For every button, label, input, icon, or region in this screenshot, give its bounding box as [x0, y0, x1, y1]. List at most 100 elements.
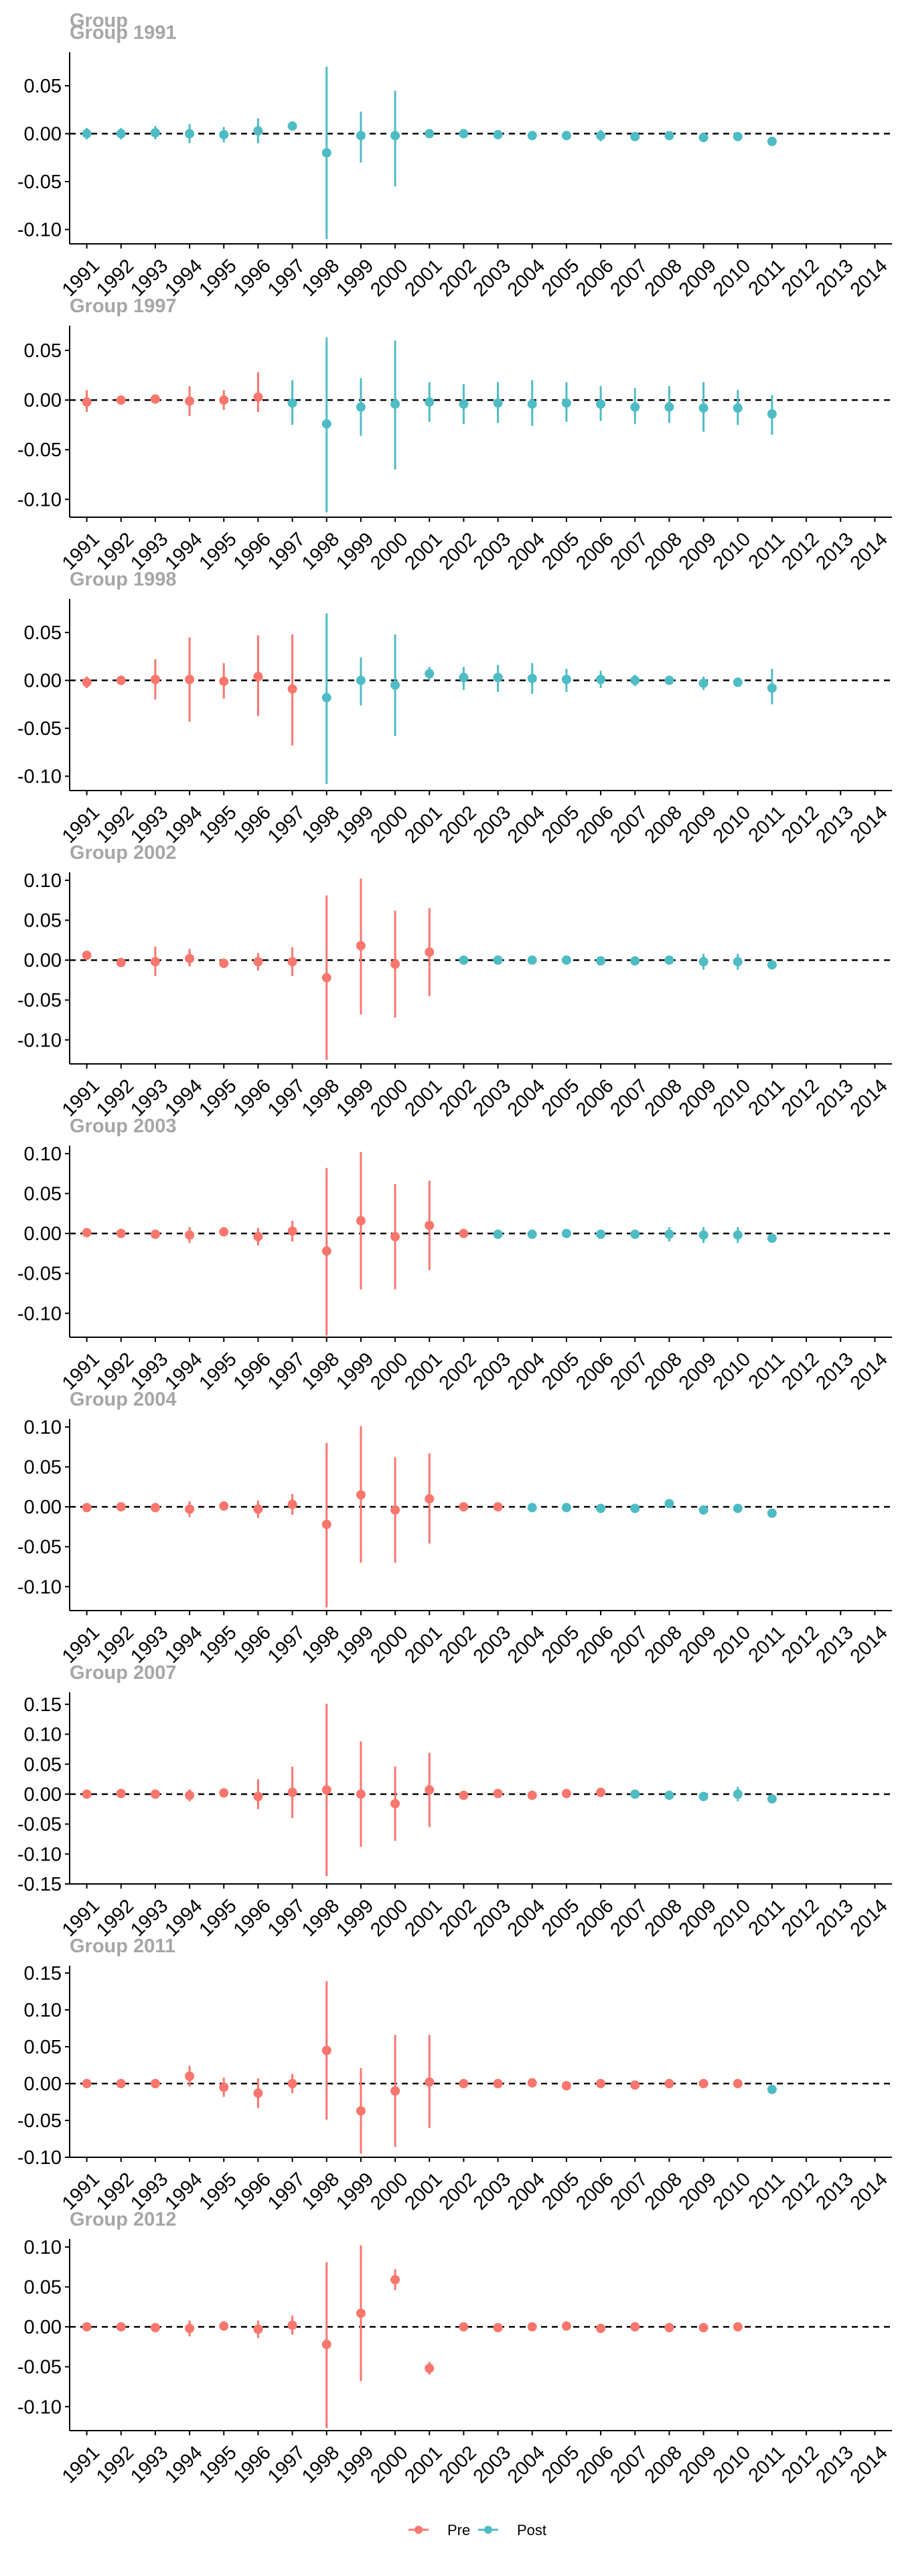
x-tick-label: 2007	[607, 1349, 652, 1394]
point-1991-pre	[82, 950, 92, 960]
panel-title: Group 2002	[70, 842, 177, 864]
point-2009-post	[698, 678, 708, 688]
x-tick-label: 2001	[401, 1895, 447, 1941]
point-1999-post	[356, 675, 366, 685]
x-tick-label: 2014	[846, 529, 892, 574]
x-tick-label: 2014	[846, 1075, 892, 1121]
x-tick-label: 2007	[607, 2442, 652, 2488]
x-tick-label: 2013	[812, 1075, 858, 1121]
x-tick-label: 1992	[92, 529, 138, 574]
y-tick-label: -0.05	[17, 718, 62, 740]
point-2010-post	[733, 957, 743, 967]
y-tick-label: 0.00	[24, 2317, 62, 2338]
y-tick-label: 0.00	[24, 124, 62, 145]
point-1997-pre	[287, 1226, 297, 1236]
point-1993-pre	[150, 2323, 160, 2333]
x-tick-label: 2011	[745, 1075, 790, 1120]
x-tick-label: 2011	[745, 2442, 790, 2487]
point-2010-post	[733, 1503, 743, 1513]
x-tick-label: 2013	[812, 2442, 858, 2488]
point-2010-pre	[733, 2322, 743, 2332]
point-2008-post	[664, 402, 674, 412]
point-2006-post	[596, 1503, 606, 1513]
x-tick-label: 1998	[298, 1895, 344, 1941]
x-tick-label: 1993	[127, 2169, 172, 2214]
x-tick-label: 2001	[401, 529, 447, 574]
x-tick-label: 1995	[196, 529, 241, 574]
x-tick-label: 2008	[641, 255, 686, 301]
x-tick-label: 1995	[196, 802, 241, 848]
point-1993-pre	[150, 675, 160, 685]
point-1998-pre	[321, 973, 331, 983]
point-1993-pre	[150, 2079, 160, 2088]
point-1993-pre	[150, 957, 160, 967]
point-2008-post	[664, 131, 674, 141]
x-tick-label: 2000	[366, 1895, 412, 1941]
point-2009-post	[698, 403, 708, 413]
x-tick-label: 1995	[196, 2169, 241, 2214]
x-tick-label: 1992	[92, 1075, 138, 1121]
point-2000-post	[390, 131, 400, 141]
x-tick-label: 2013	[812, 1622, 858, 1668]
x-tick-label: 1995	[196, 2442, 241, 2488]
point-2007-post	[630, 1229, 640, 1239]
y-tick-label: 0.05	[24, 2037, 62, 2058]
point-1999-pre	[356, 2308, 366, 2318]
y-tick-label: 0.05	[24, 1754, 62, 1775]
y-tick-label: 0.05	[24, 910, 62, 932]
point-1991-pre	[82, 677, 92, 687]
panel-title: Group 1998	[70, 569, 177, 590]
x-tick-label: 1999	[332, 1075, 378, 1121]
point-2007-post	[630, 402, 640, 412]
panel-group-1998: Group 1998 0.05 0.00 -0.05 -0.10 199119921993…	[17, 569, 892, 848]
x-tick-label: 2002	[435, 1075, 481, 1121]
x-tick-label: 2012	[777, 1622, 823, 1668]
point-1995-pre	[219, 1501, 229, 1511]
x-tick-label: 2012	[777, 1075, 823, 1121]
x-tick-label: 1991	[58, 1895, 104, 1941]
point-2007-post	[630, 956, 640, 966]
point-1994-pre	[185, 953, 195, 963]
point-1996-pre	[253, 1504, 263, 1514]
x-tick-label: 2010	[709, 1075, 755, 1121]
y-tick-label: -0.05	[17, 1264, 62, 1285]
point-2011-post	[767, 2084, 777, 2094]
x-tick-label: 2013	[812, 529, 858, 574]
point-1998-pre	[321, 1519, 331, 1530]
x-tick-label: 1995	[196, 255, 241, 301]
point-1996-pre	[253, 392, 263, 402]
point-1996-pre	[253, 671, 263, 681]
x-tick-label: 2009	[675, 2169, 721, 2214]
x-tick-label: 1996	[230, 529, 275, 574]
x-tick-label: 1993	[127, 802, 172, 848]
panel-group-2011: Group 2011 0.15 0.10 0.05 0.00 -0.05 -0.101991…	[17, 1936, 892, 2214]
x-tick-label: 1997	[264, 529, 309, 574]
point-2011-post	[767, 683, 777, 693]
x-tick-label: 2001	[401, 2442, 447, 2488]
y-tick-label: 0.15	[24, 1694, 62, 1716]
x-tick-label: 1991	[58, 802, 104, 848]
panel-group-2002: Group 2002 0.10 0.05 0.00 -0.05 -0.10 19911992…	[17, 842, 892, 1121]
panel-group-1991: Group 1991 0.05 0.00 -0.05 -0.10 199119921993…	[17, 22, 892, 301]
point-1997-pre	[287, 1787, 297, 1798]
point-2011-post	[767, 409, 777, 419]
x-tick-label: 2007	[607, 1622, 652, 1668]
point-2009-post	[698, 1230, 708, 1240]
point-2010-post	[733, 677, 743, 687]
x-tick-label: 2002	[435, 2442, 481, 2488]
point-2002-post	[459, 673, 469, 683]
x-tick-label: 2011	[745, 802, 790, 847]
panel-title: Group 2004	[70, 1389, 177, 1410]
x-tick-label: 1999	[332, 529, 378, 574]
x-tick-label: 2014	[846, 2442, 892, 2488]
panel-title: Group 2003	[70, 1115, 177, 1137]
point-1995-pre	[219, 958, 229, 968]
y-tick-label: -0.10	[17, 220, 62, 241]
x-tick-label: 2002	[435, 1349, 481, 1394]
point-2002-pre	[459, 1790, 469, 1800]
y-tick-label: -0.10	[17, 1844, 62, 1865]
y-tick-label: 0.10	[24, 1724, 62, 1746]
legend: Pre Post	[408, 2522, 546, 2538]
y-tick-label: -0.15	[17, 1874, 62, 1895]
point-2004-pre	[527, 2322, 537, 2332]
